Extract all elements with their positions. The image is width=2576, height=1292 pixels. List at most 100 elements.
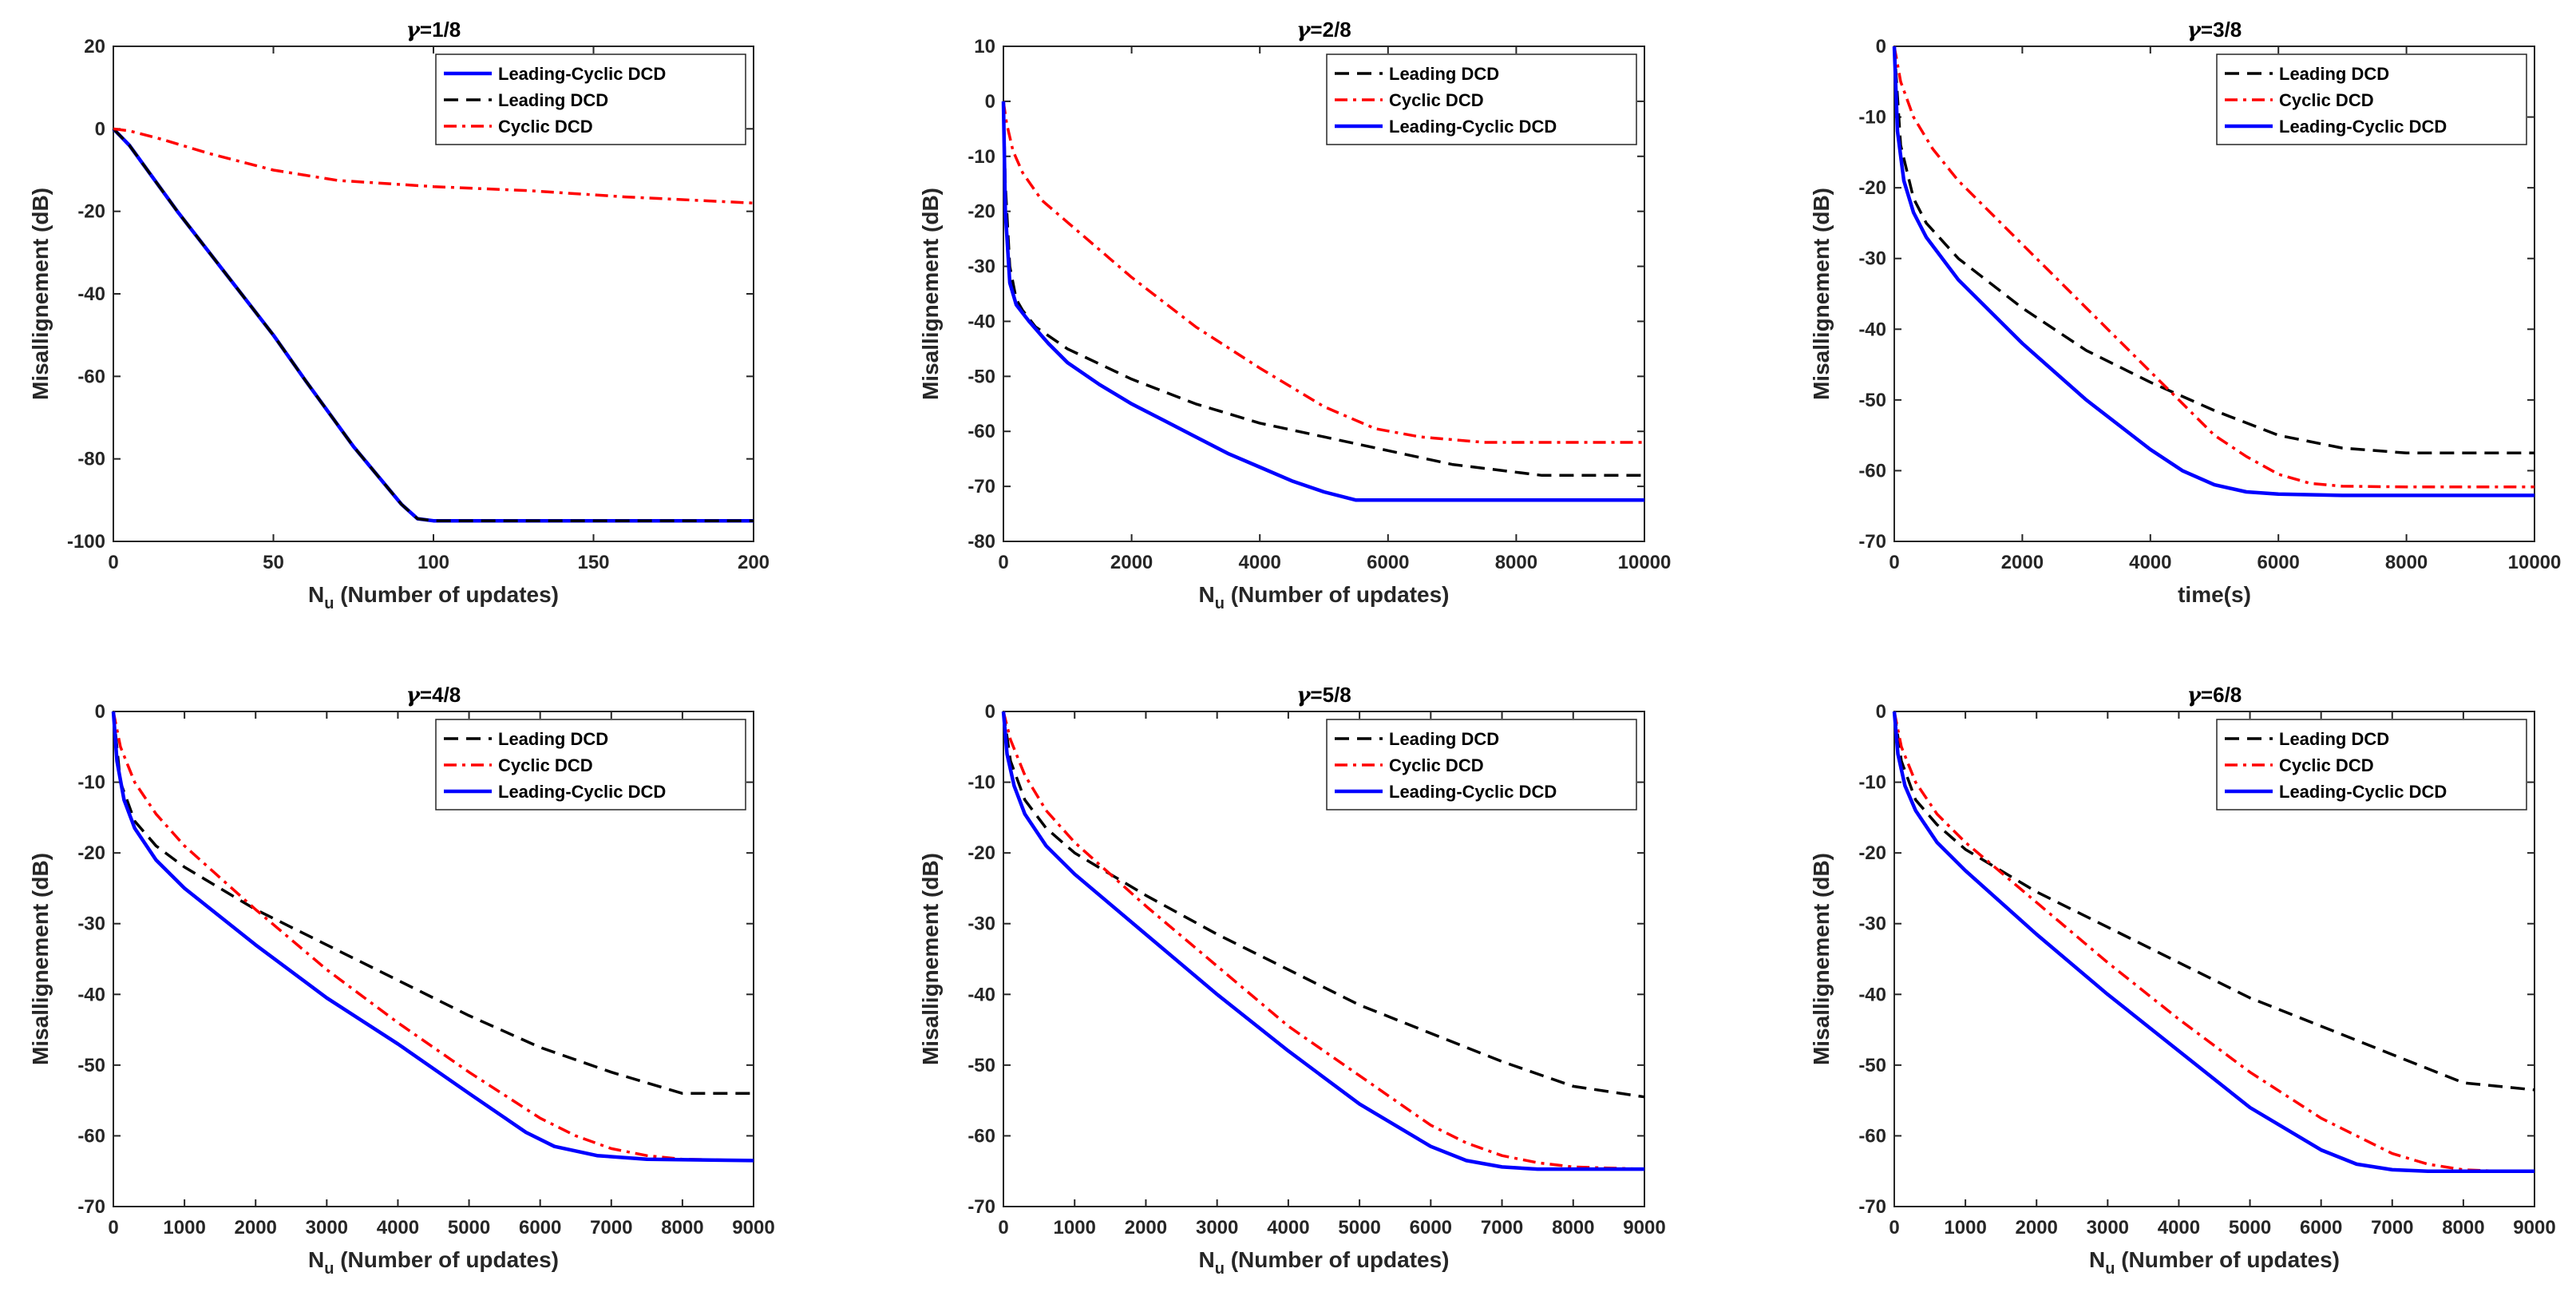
y-tick-label: -30: [1858, 914, 1886, 935]
x-axis-label: Nu (Number of updates): [1198, 1247, 1449, 1278]
y-tick-label: -30: [967, 914, 995, 935]
legend: Leading DCD Cyclic DCD Leading-Cyclic DCD: [1326, 54, 1637, 145]
legend-label-3: Leading-Cyclic DCD: [1389, 782, 1557, 802]
y-tick-label: -40: [77, 283, 105, 305]
legend-label-3: Leading-Cyclic DCD: [1389, 117, 1557, 137]
y-tick-label: -40: [967, 311, 995, 332]
legend: Leading-Cyclic DCD Leading DCD Cyclic DCD: [435, 54, 746, 145]
x-axis-label: Nu (Number of updates): [1198, 582, 1449, 612]
x-label-main: N: [2089, 1247, 2105, 1272]
y-tick-label: -60: [967, 1125, 995, 1147]
y-tick-label: -20: [1858, 177, 1886, 199]
x-label-rest: (Number of updates): [334, 1247, 559, 1272]
legend-box: [2216, 54, 2527, 145]
legend-label-2: Cyclic DCD: [498, 755, 593, 775]
legend-label-1: Leading DCD: [1389, 729, 1499, 749]
x-tick-label: 0: [998, 1217, 1008, 1238]
y-tick-label: -40: [967, 984, 995, 1005]
legend-label-2: Cyclic DCD: [1389, 755, 1484, 775]
x-label-main: time(s): [2178, 582, 2251, 607]
legend-label-2: Leading DCD: [498, 90, 608, 110]
x-tick-label: 9000: [1623, 1217, 1665, 1238]
x-tick-label: 1000: [1054, 1217, 1096, 1238]
x-tick-label: 7000: [590, 1217, 632, 1238]
x-label-rest: (Number of updates): [1225, 1247, 1450, 1272]
y-tick-label: -10: [967, 772, 995, 794]
x-label-sub: u: [324, 595, 334, 612]
x-tick-label: 150: [577, 552, 609, 573]
legend-label-1: Leading DCD: [498, 729, 608, 749]
x-tick-label: 9000: [732, 1217, 774, 1238]
title-value: =1/8: [420, 18, 461, 42]
series-line-2: [1893, 711, 2534, 1173]
x-tick-label: 9000: [2513, 1217, 2555, 1238]
title-value: =6/8: [2201, 683, 2242, 707]
y-tick-label: -20: [77, 201, 105, 223]
y-tick-label: -10: [1858, 772, 1886, 794]
title-gamma: γ: [1296, 18, 1312, 42]
chart-title: γ=5/8: [1296, 683, 1351, 707]
y-axis-label: Misallignement (dB): [1809, 188, 1834, 400]
x-tick-label: 100: [417, 552, 449, 573]
x-label-main: N: [308, 582, 324, 607]
y-tick-label: -20: [1858, 842, 1886, 864]
x-tick-label: 5000: [1338, 1217, 1380, 1238]
series-line-3: [1892, 46, 2534, 497]
x-label-sub: u: [1215, 595, 1225, 612]
legend-box: [435, 719, 746, 810]
y-tick-label: -60: [1858, 1125, 1886, 1147]
y-tick-label: -50: [77, 1055, 105, 1076]
series-line-3: [1001, 101, 1644, 502]
y-tick-label: -60: [77, 1125, 105, 1147]
series-line-2: [112, 128, 754, 522]
y-tick-label: -10: [1858, 107, 1886, 129]
series-line-1: [112, 711, 754, 1096]
chart-panel-4: 0 1000 2000 3000 4000 5000 6000 7000 8000 9000 0 -1…: [28, 683, 775, 1278]
x-tick-label: 8000: [1495, 552, 1537, 573]
y-tick-label: -20: [77, 842, 105, 864]
y-axis-label: Misallignement (dB): [28, 853, 53, 1065]
title-gamma: γ: [406, 18, 421, 42]
x-tick-label: 8000: [2385, 552, 2428, 573]
legend-label-3: Leading-Cyclic DCD: [2279, 117, 2447, 137]
chart-title: γ=6/8: [2187, 683, 2242, 707]
x-tick-label: 2000: [1110, 552, 1153, 573]
y-tick-label: -50: [1858, 1055, 1886, 1076]
x-tick-label: 2000: [2001, 552, 2044, 573]
y-tick-label: -40: [77, 984, 105, 1005]
x-tick-label: 1000: [1944, 1217, 1986, 1238]
y-tick-label: -100: [67, 531, 105, 553]
chart-title: γ=2/8: [1296, 18, 1351, 42]
y-axis-label: Misallignement (dB): [918, 188, 943, 400]
legend-label-3: Leading-Cyclic DCD: [2279, 782, 2447, 802]
y-axis-label: Misallignement (dB): [28, 188, 53, 400]
y-tick-label: -60: [77, 366, 105, 387]
y-axis-label: Misallignement (dB): [1809, 853, 1834, 1065]
x-tick-label: 5000: [448, 1217, 490, 1238]
x-tick-label: 8000: [1552, 1217, 1594, 1238]
series-line-1: [1893, 46, 2534, 455]
y-tick-label: -40: [1858, 319, 1886, 340]
series-line-1: [1002, 101, 1644, 478]
x-label-sub: u: [324, 1260, 334, 1278]
x-tick-label: 4000: [1239, 552, 1281, 573]
legend-label-3: Cyclic DCD: [498, 117, 593, 137]
x-tick-label: 3000: [2087, 1217, 2129, 1238]
x-label-rest: (Number of updates): [2115, 1247, 2340, 1272]
legend-label-2: Cyclic DCD: [2279, 90, 2374, 110]
chart-panel-2: 0 2000 4000 6000 8000 10000 10 0 -10 -20 -30 -40 -50…: [918, 18, 1671, 612]
y-tick-label: 0: [95, 701, 105, 723]
title-gamma: γ: [406, 684, 421, 707]
title-value: =4/8: [420, 683, 461, 707]
x-tick-label: 5000: [2229, 1217, 2271, 1238]
x-tick-label: 6000: [2257, 552, 2300, 573]
y-tick-label: -50: [967, 366, 995, 387]
x-tick-label: 4000: [377, 1217, 419, 1238]
x-tick-label: 2000: [1125, 1217, 1167, 1238]
y-tick-label: -40: [1858, 984, 1886, 1005]
x-tick-label: 3000: [1196, 1217, 1238, 1238]
x-tick-label: 6000: [519, 1217, 561, 1238]
x-axis-label: Nu (Number of updates): [308, 1247, 559, 1278]
y-tick-label: -80: [967, 531, 995, 553]
